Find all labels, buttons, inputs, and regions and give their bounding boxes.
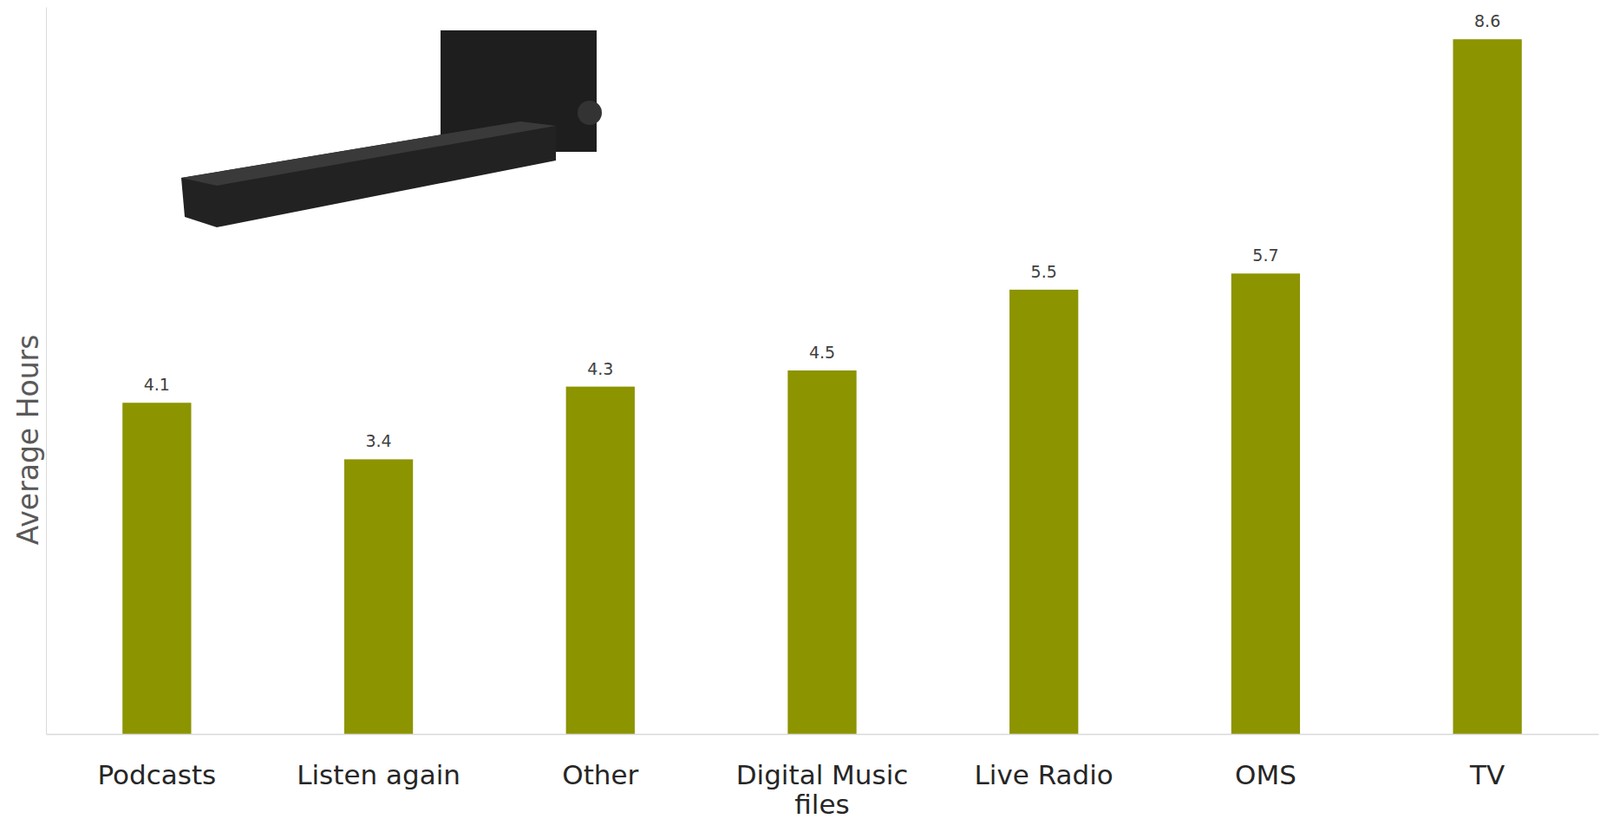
x-tick-label: Digital Musicfiles (736, 758, 909, 820)
bar (1453, 39, 1522, 734)
soundbar-top (181, 121, 556, 186)
x-tick-label: Live Radio (974, 758, 1114, 791)
data-label: 8.6 (1474, 11, 1501, 31)
x-tick-label: Podcasts (97, 758, 216, 791)
x-tick-label: TV (1469, 758, 1505, 791)
bar (787, 370, 856, 734)
x-tick-label: Other (561, 758, 639, 791)
x-tick: Listen again (296, 758, 461, 791)
x-tick: Other (561, 758, 639, 791)
data-label: 3.4 (365, 431, 392, 451)
x-tick: Digital Musicfiles (736, 758, 909, 820)
data-labels: 4.1 3.4 4.3 4.5 5.5 5.7 8.6 (143, 11, 1502, 451)
subwoofer-port (577, 100, 602, 125)
y-axis-line (45, 7, 47, 735)
data-label: 4.5 (809, 342, 836, 362)
bar (344, 458, 413, 734)
bars (122, 39, 1522, 734)
bar (122, 402, 191, 734)
data-label: 4.1 (143, 374, 170, 394)
plot: 4.1 3.4 4.3 4.5 5.5 5.7 8.6 Podcasts Listen agai… (46, 7, 1600, 821)
bar (566, 386, 635, 734)
y-axis (45, 7, 47, 735)
data-label: 5.7 (1252, 245, 1279, 265)
x-tick-label: OMS (1234, 758, 1297, 791)
x-axis: Podcasts Listen again Other Digital Musicfi… (46, 734, 1600, 821)
bar (1009, 289, 1078, 734)
chart: 4.1 3.4 4.3 4.5 5.5 5.7 8.6 Podcasts Listen agai… (0, 0, 1600, 832)
x-axis-line (46, 733, 1600, 736)
data-label: 5.5 (1031, 261, 1058, 281)
data-label: 4.3 (587, 359, 614, 379)
product-image (181, 30, 602, 228)
x-tick-label: Listen again (296, 758, 461, 791)
y-axis-title: Average Hours (11, 334, 46, 546)
x-tick: Podcasts (97, 758, 216, 791)
x-tick: TV (1469, 758, 1505, 791)
x-tick: OMS (1234, 758, 1297, 791)
soundbar (181, 121, 556, 228)
bar (1231, 273, 1300, 734)
x-tick: Live Radio (974, 758, 1114, 791)
